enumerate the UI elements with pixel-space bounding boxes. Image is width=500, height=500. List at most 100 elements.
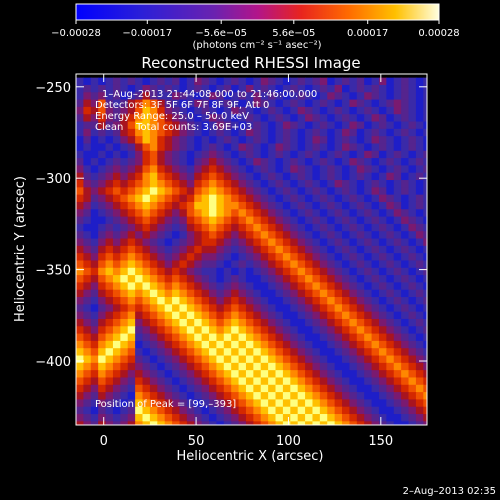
heatmap-cell bbox=[260, 136, 269, 145]
heatmap-cell bbox=[342, 311, 351, 320]
heatmap-cell bbox=[275, 340, 284, 349]
heatmap-cell bbox=[216, 377, 225, 386]
heatmap-cell bbox=[371, 333, 380, 342]
heatmap-cell bbox=[186, 260, 195, 269]
heatmap-cell bbox=[112, 128, 121, 137]
heatmap-cell bbox=[431, 377, 439, 385]
heatmap-cell bbox=[275, 158, 284, 167]
heatmap-cell bbox=[120, 121, 129, 130]
heatmap-cell bbox=[371, 172, 380, 181]
heatmap-cell bbox=[83, 260, 92, 269]
heatmap-cell bbox=[164, 99, 173, 108]
heatmap-cell bbox=[238, 253, 247, 262]
heatmap-cell bbox=[253, 311, 262, 320]
heatmap-cell bbox=[386, 92, 395, 101]
heatmap-cell bbox=[431, 326, 439, 334]
heatmap-cell bbox=[238, 340, 247, 349]
heatmap-cell bbox=[393, 172, 402, 181]
heatmap-cell bbox=[112, 238, 121, 247]
heatmap-cell bbox=[282, 304, 291, 313]
heatmap-cell bbox=[223, 187, 232, 196]
heatmap-cell bbox=[76, 92, 84, 101]
heatmap-cell bbox=[157, 92, 166, 101]
heatmap-cell bbox=[431, 297, 439, 305]
heatmap-cell bbox=[238, 260, 247, 269]
heatmap-cell bbox=[105, 260, 114, 269]
heatmap-cell bbox=[356, 377, 365, 386]
x-tick-label: 150 bbox=[368, 434, 393, 449]
heatmap-cell bbox=[268, 77, 277, 86]
heatmap-cell bbox=[319, 355, 328, 364]
heatmap-cell bbox=[327, 253, 336, 262]
heatmap-cell bbox=[438, 100, 446, 108]
heatmap-cell bbox=[290, 172, 299, 181]
heatmap-cell bbox=[342, 326, 351, 335]
heatmap-cell bbox=[105, 158, 114, 167]
heatmap-cell bbox=[378, 187, 387, 196]
heatmap-cell bbox=[209, 158, 217, 167]
heatmap-cell bbox=[290, 84, 299, 93]
heatmap-cell bbox=[83, 165, 92, 174]
heatmap-cell bbox=[312, 333, 321, 342]
heatmap-cell bbox=[275, 304, 284, 313]
heatmap-cell bbox=[386, 238, 395, 247]
heatmap-cell bbox=[83, 238, 92, 247]
heatmap-cell bbox=[312, 414, 321, 422]
heatmap-cell bbox=[172, 245, 181, 254]
heatmap-cell bbox=[90, 245, 99, 254]
heatmap-cell bbox=[334, 282, 343, 291]
heatmap-cell bbox=[194, 223, 203, 232]
heatmap-cell bbox=[290, 77, 299, 86]
heatmap-cell bbox=[356, 238, 365, 247]
heatmap-cell bbox=[98, 84, 107, 93]
heatmap-cell bbox=[356, 216, 365, 225]
heatmap-cell bbox=[112, 311, 121, 320]
heatmap-cell bbox=[401, 158, 410, 167]
heatmap-cell bbox=[83, 326, 92, 335]
heatmap-cell bbox=[334, 245, 343, 254]
heatmap-cell bbox=[312, 297, 321, 305]
heatmap-cell bbox=[98, 223, 107, 232]
heatmap-cell bbox=[327, 165, 336, 174]
heatmap-cell bbox=[157, 128, 166, 137]
heatmap-cell bbox=[408, 180, 417, 188]
heatmap-cell bbox=[275, 201, 284, 210]
heatmap-cell bbox=[223, 318, 232, 327]
heatmap-cell bbox=[231, 238, 240, 247]
heatmap-cell bbox=[98, 253, 107, 262]
heatmap-cell bbox=[371, 289, 380, 298]
heatmap-cell bbox=[83, 333, 92, 342]
heatmap-cell bbox=[290, 92, 299, 101]
heatmap-cell bbox=[98, 194, 107, 203]
heatmap-cell bbox=[268, 187, 277, 196]
heatmap-cell bbox=[83, 223, 92, 232]
heatmap-cell bbox=[282, 121, 291, 130]
heatmap-cell bbox=[290, 165, 299, 174]
heatmap-cell bbox=[282, 143, 291, 152]
heatmap-cell bbox=[201, 238, 210, 247]
heatmap-cell bbox=[179, 128, 188, 137]
heatmap-cell bbox=[378, 92, 387, 101]
heatmap-cell bbox=[438, 92, 446, 100]
heatmap-cell bbox=[364, 297, 373, 305]
heatmap-cell bbox=[194, 128, 203, 137]
heatmap-cell bbox=[334, 128, 343, 137]
heatmap-cell bbox=[334, 260, 343, 269]
heatmap-cell bbox=[223, 253, 232, 262]
heatmap-cell bbox=[253, 172, 262, 181]
heatmap-cell bbox=[312, 223, 321, 232]
heatmap-cell bbox=[386, 304, 395, 313]
heatmap-cell bbox=[282, 282, 291, 291]
heatmap-cell bbox=[209, 253, 217, 262]
heatmap-cell bbox=[349, 326, 358, 335]
heatmap-cell bbox=[268, 201, 277, 210]
heatmap-cell bbox=[415, 77, 424, 86]
heatmap-cell bbox=[209, 136, 217, 145]
heatmap-cell bbox=[364, 143, 373, 152]
heatmap-cell bbox=[334, 377, 343, 386]
heatmap-cell bbox=[297, 348, 306, 357]
heatmap-cell bbox=[438, 407, 446, 415]
heatmap-cell bbox=[76, 289, 84, 298]
heatmap-cell bbox=[157, 399, 166, 408]
heatmap-cell bbox=[290, 362, 299, 371]
